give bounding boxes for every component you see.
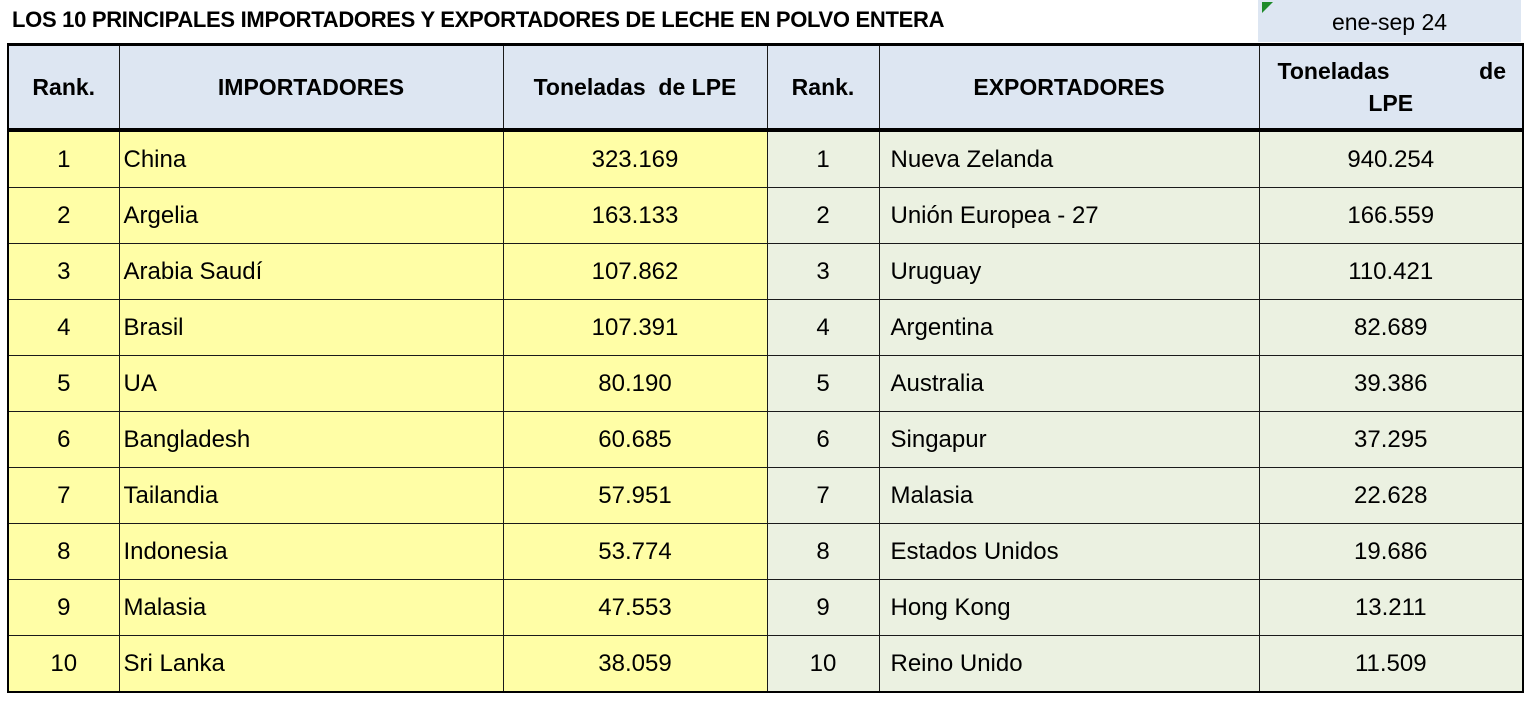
exporter-tonnes-cell[interactable]: 940.254 (1258, 129, 1524, 188)
importer-rank-cell[interactable]: 5 (7, 355, 120, 412)
exporter-tonnes-cell[interactable]: 19.686 (1258, 523, 1524, 580)
importer-rank-cell[interactable]: 8 (7, 523, 120, 580)
cell-comment-marker-icon (1262, 2, 1273, 13)
exporter-rank-cell[interactable]: 9 (766, 579, 880, 636)
table-row: 9 Malasia 47.553 9 Hong Kong 13.211 (7, 579, 1524, 636)
table-row: 2 Argelia 163.133 2 Unión Europea - 27 166.55… (7, 187, 1524, 244)
exporter-name-cell[interactable]: Malasia (878, 467, 1260, 524)
importer-tonnes-cell[interactable]: 53.774 (502, 523, 768, 580)
exporter-name-cell[interactable]: Australia (878, 355, 1260, 412)
exporter-rank-cell[interactable]: 4 (766, 299, 880, 356)
exporter-rank-cell[interactable]: 3 (766, 243, 880, 300)
table-row: 10 Sri Lanka 38.059 10 Reino Unido 11.509 (7, 635, 1524, 693)
table-header-row: Rank. IMPORTADORES Toneladas de LPE Rank… (7, 43, 1524, 132)
importer-tonnes-cell[interactable]: 60.685 (502, 411, 768, 468)
exporter-name-cell[interactable]: Hong Kong (878, 579, 1260, 636)
exporter-name-cell[interactable]: Unión Europea - 27 (878, 187, 1260, 244)
importer-rank-cell[interactable]: 1 (7, 129, 120, 188)
exporter-rank-cell[interactable]: 8 (766, 523, 880, 580)
period-cell[interactable]: ene-sep 24 (1258, 0, 1521, 42)
importer-name-cell[interactable]: Arabia Saudí (118, 243, 504, 300)
header-exporter-tonnes[interactable]: Toneladas de LPE (1258, 43, 1524, 132)
exporter-tonnes-cell[interactable]: 22.628 (1258, 467, 1524, 524)
importer-rank-cell[interactable]: 10 (7, 635, 120, 693)
exporter-tonnes-cell[interactable]: 13.211 (1258, 579, 1524, 636)
importer-tonnes-cell[interactable]: 107.862 (502, 243, 768, 300)
importer-rank-cell[interactable]: 3 (7, 243, 120, 300)
header-exporter-tonnes-word1: Toneladas (1277, 58, 1390, 84)
importer-name-cell[interactable]: Indonesia (118, 523, 504, 580)
table-row: 4 Brasil 107.391 4 Argentina 82.689 (7, 299, 1524, 356)
importer-rank-cell[interactable]: 2 (7, 187, 120, 244)
importer-name-cell[interactable]: Tailandia (118, 467, 504, 524)
title-bar: LOS 10 PRINCIPALES IMPORTADORES Y EXPORT… (0, 0, 1531, 44)
exporter-rank-cell[interactable]: 7 (766, 467, 880, 524)
importer-tonnes-cell[interactable]: 323.169 (502, 129, 768, 188)
ranking-table: Rank. IMPORTADORES Toneladas de LPE Rank… (7, 43, 1524, 693)
header-rank-importers[interactable]: Rank. (7, 43, 120, 132)
importer-rank-cell[interactable]: 7 (7, 467, 120, 524)
table-row: 6 Bangladesh 60.685 6 Singapur 37.295 (7, 411, 1524, 468)
exporter-name-cell[interactable]: Estados Unidos (878, 523, 1260, 580)
exporter-name-cell[interactable]: Nueva Zelanda (878, 129, 1260, 188)
page-title: LOS 10 PRINCIPALES IMPORTADORES Y EXPORT… (12, 7, 945, 32)
exporter-rank-cell[interactable]: 6 (766, 411, 880, 468)
exporter-name-cell[interactable]: Singapur (878, 411, 1260, 468)
header-importers[interactable]: IMPORTADORES (118, 43, 504, 132)
importer-rank-cell[interactable]: 6 (7, 411, 120, 468)
importer-name-cell[interactable]: Argelia (118, 187, 504, 244)
exporter-rank-cell[interactable]: 10 (766, 635, 880, 693)
importer-tonnes-cell[interactable]: 163.133 (502, 187, 768, 244)
table-row: 3 Arabia Saudí 107.862 3 Uruguay 110.421 (7, 243, 1524, 300)
exporter-tonnes-cell[interactable]: 110.421 (1258, 243, 1524, 300)
importer-name-cell[interactable]: UA (118, 355, 504, 412)
importer-name-cell[interactable]: China (118, 129, 504, 188)
importer-tonnes-cell[interactable]: 80.190 (502, 355, 768, 412)
exporter-name-cell[interactable]: Uruguay (878, 243, 1260, 300)
importer-tonnes-cell[interactable]: 57.951 (502, 467, 768, 524)
exporter-name-cell[interactable]: Argentina (878, 299, 1260, 356)
importer-name-cell[interactable]: Malasia (118, 579, 504, 636)
exporter-rank-cell[interactable]: 2 (766, 187, 880, 244)
importer-name-cell[interactable]: Brasil (118, 299, 504, 356)
importer-rank-cell[interactable]: 9 (7, 579, 120, 636)
importer-name-cell[interactable]: Sri Lanka (118, 635, 504, 693)
exporter-tonnes-cell[interactable]: 37.295 (1258, 411, 1524, 468)
exporter-tonnes-cell[interactable]: 166.559 (1258, 187, 1524, 244)
header-exporter-tonnes-word3: LPE (1368, 90, 1414, 116)
exporter-rank-cell[interactable]: 1 (766, 129, 880, 188)
table-row: 7 Tailandia 57.951 7 Malasia 22.628 (7, 467, 1524, 524)
header-rank-exporters[interactable]: Rank. (766, 43, 880, 132)
importer-tonnes-cell[interactable]: 107.391 (502, 299, 768, 356)
table-row: 5 UA 80.190 5 Australia 39.386 (7, 355, 1524, 412)
header-exporter-tonnes-word2: de (1479, 58, 1506, 84)
importer-tonnes-cell[interactable]: 47.553 (502, 579, 768, 636)
exporter-rank-cell[interactable]: 5 (766, 355, 880, 412)
table-row: 8 Indonesia 53.774 8 Estados Unidos 19.686 (7, 523, 1524, 580)
exporter-tonnes-cell[interactable]: 82.689 (1258, 299, 1524, 356)
exporter-name-cell[interactable]: Reino Unido (878, 635, 1260, 693)
exporter-tonnes-cell[interactable]: 11.509 (1258, 635, 1524, 693)
header-exporters[interactable]: EXPORTADORES (878, 43, 1260, 132)
header-importer-tonnes[interactable]: Toneladas de LPE (502, 43, 768, 132)
importer-tonnes-cell[interactable]: 38.059 (502, 635, 768, 693)
importer-rank-cell[interactable]: 4 (7, 299, 120, 356)
table-row: 1 China 323.169 1 Nueva Zelanda 940.254 (7, 129, 1524, 188)
importer-name-cell[interactable]: Bangladesh (118, 411, 504, 468)
exporter-tonnes-cell[interactable]: 39.386 (1258, 355, 1524, 412)
